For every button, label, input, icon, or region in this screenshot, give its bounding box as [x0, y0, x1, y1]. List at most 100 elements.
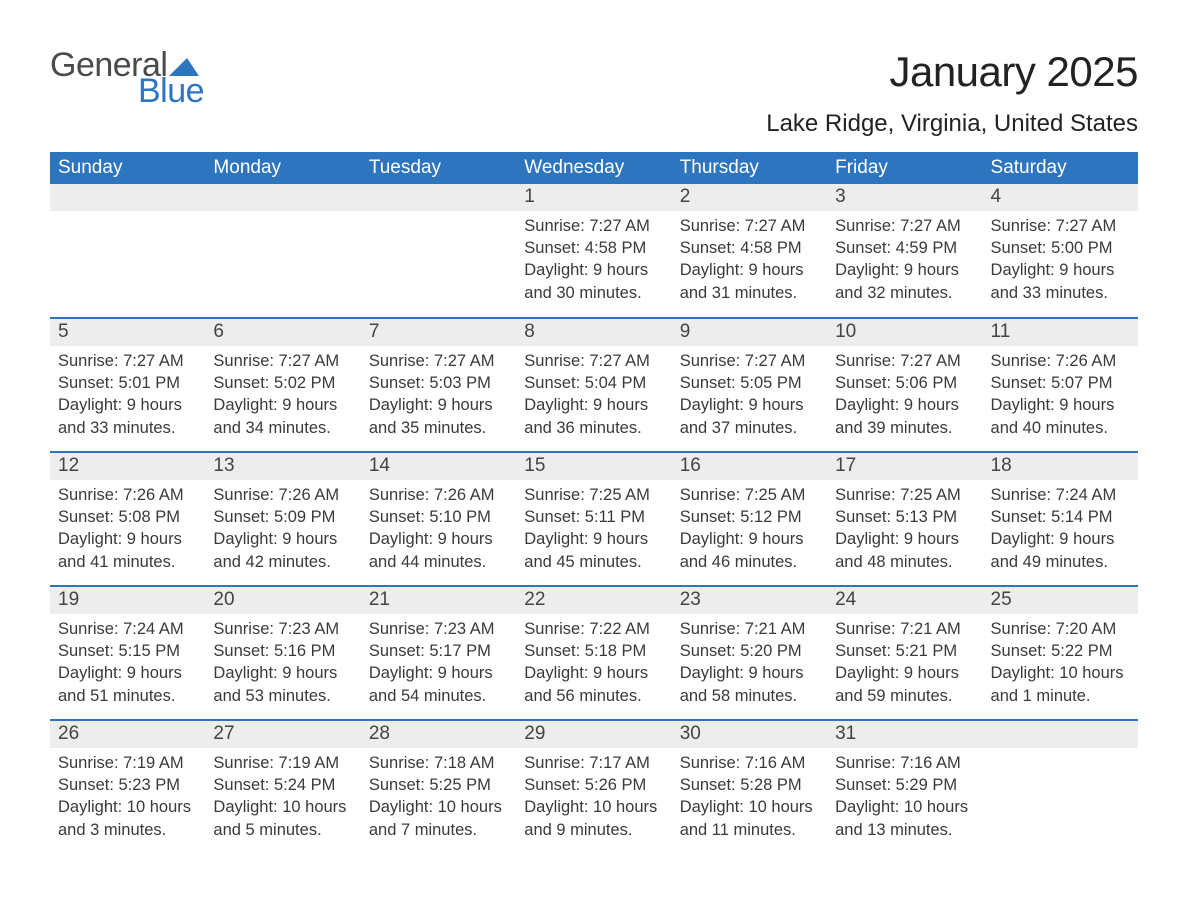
calendar-cell: 16Sunrise: 7:25 AMSunset: 5:12 PMDayligh… [672, 452, 827, 586]
weekday-header: Friday [827, 152, 982, 184]
month-title: January 2025 [766, 48, 1138, 96]
day-content: Sunrise: 7:27 AMSunset: 5:03 PMDaylight:… [361, 346, 516, 439]
day-content: Sunrise: 7:27 AMSunset: 4:58 PMDaylight:… [672, 211, 827, 304]
calendar-cell [361, 184, 516, 318]
day-content: Sunrise: 7:27 AMSunset: 5:05 PMDaylight:… [672, 346, 827, 439]
calendar-cell: 17Sunrise: 7:25 AMSunset: 5:13 PMDayligh… [827, 452, 982, 586]
calendar-cell: 30Sunrise: 7:16 AMSunset: 5:28 PMDayligh… [672, 720, 827, 854]
day-number: 12 [50, 453, 205, 480]
day-content: Sunrise: 7:25 AMSunset: 5:13 PMDaylight:… [827, 480, 982, 573]
logo-text-blue: Blue [138, 74, 204, 108]
day-number: 3 [827, 184, 982, 211]
day-content: Sunrise: 7:27 AMSunset: 5:00 PMDaylight:… [983, 211, 1138, 304]
calendar-cell: 5Sunrise: 7:27 AMSunset: 5:01 PMDaylight… [50, 318, 205, 452]
calendar-cell: 11Sunrise: 7:26 AMSunset: 5:07 PMDayligh… [983, 318, 1138, 452]
calendar-cell: 23Sunrise: 7:21 AMSunset: 5:20 PMDayligh… [672, 586, 827, 720]
day-content: Sunrise: 7:25 AMSunset: 5:11 PMDaylight:… [516, 480, 671, 573]
day-content: Sunrise: 7:23 AMSunset: 5:17 PMDaylight:… [361, 614, 516, 707]
day-number: 11 [983, 319, 1138, 346]
day-content: Sunrise: 7:21 AMSunset: 5:21 PMDaylight:… [827, 614, 982, 707]
calendar-cell: 21Sunrise: 7:23 AMSunset: 5:17 PMDayligh… [361, 586, 516, 720]
calendar-cell: 24Sunrise: 7:21 AMSunset: 5:21 PMDayligh… [827, 586, 982, 720]
day-number: 9 [672, 319, 827, 346]
day-content: Sunrise: 7:21 AMSunset: 5:20 PMDaylight:… [672, 614, 827, 707]
weekday-header: Monday [205, 152, 360, 184]
day-content: Sunrise: 7:24 AMSunset: 5:14 PMDaylight:… [983, 480, 1138, 573]
day-content: Sunrise: 7:26 AMSunset: 5:08 PMDaylight:… [50, 480, 205, 573]
calendar-cell: 25Sunrise: 7:20 AMSunset: 5:22 PMDayligh… [983, 586, 1138, 720]
day-number: 14 [361, 453, 516, 480]
day-content: Sunrise: 7:16 AMSunset: 5:28 PMDaylight:… [672, 748, 827, 841]
calendar-header-row: SundayMondayTuesdayWednesdayThursdayFrid… [50, 152, 1138, 184]
day-content: Sunrise: 7:18 AMSunset: 5:25 PMDaylight:… [361, 748, 516, 841]
day-number: 1 [516, 184, 671, 211]
calendar-cell: 18Sunrise: 7:24 AMSunset: 5:14 PMDayligh… [983, 452, 1138, 586]
day-number: 21 [361, 587, 516, 614]
calendar-cell [205, 184, 360, 318]
day-number: 23 [672, 587, 827, 614]
day-content: Sunrise: 7:27 AMSunset: 5:02 PMDaylight:… [205, 346, 360, 439]
calendar-cell: 15Sunrise: 7:25 AMSunset: 5:11 PMDayligh… [516, 452, 671, 586]
calendar-cell: 7Sunrise: 7:27 AMSunset: 5:03 PMDaylight… [361, 318, 516, 452]
day-number: 5 [50, 319, 205, 346]
day-content: Sunrise: 7:26 AMSunset: 5:10 PMDaylight:… [361, 480, 516, 573]
day-number: 7 [361, 319, 516, 346]
day-number: 24 [827, 587, 982, 614]
weekday-header: Thursday [672, 152, 827, 184]
day-number: 8 [516, 319, 671, 346]
day-content: Sunrise: 7:25 AMSunset: 5:12 PMDaylight:… [672, 480, 827, 573]
location-subtitle: Lake Ridge, Virginia, United States [766, 110, 1138, 138]
day-number: 29 [516, 721, 671, 748]
calendar-page: General Blue January 2025 Lake Ridge, Vi… [0, 0, 1188, 854]
day-number: 17 [827, 453, 982, 480]
day-number: 19 [50, 587, 205, 614]
day-content: Sunrise: 7:27 AMSunset: 4:58 PMDaylight:… [516, 211, 671, 304]
day-number: 4 [983, 184, 1138, 211]
day-content: Sunrise: 7:23 AMSunset: 5:16 PMDaylight:… [205, 614, 360, 707]
day-content: Sunrise: 7:27 AMSunset: 4:59 PMDaylight:… [827, 211, 982, 304]
day-number: 6 [205, 319, 360, 346]
day-content: Sunrise: 7:22 AMSunset: 5:18 PMDaylight:… [516, 614, 671, 707]
calendar-cell: 3Sunrise: 7:27 AMSunset: 4:59 PMDaylight… [827, 184, 982, 318]
day-number-empty [983, 721, 1138, 748]
weekday-header: Saturday [983, 152, 1138, 184]
day-number: 2 [672, 184, 827, 211]
day-number-empty [361, 184, 516, 211]
brand-logo: General Blue [50, 48, 204, 108]
day-content: Sunrise: 7:19 AMSunset: 5:23 PMDaylight:… [50, 748, 205, 841]
day-number-empty [50, 184, 205, 211]
calendar-cell: 9Sunrise: 7:27 AMSunset: 5:05 PMDaylight… [672, 318, 827, 452]
day-content: Sunrise: 7:19 AMSunset: 5:24 PMDaylight:… [205, 748, 360, 841]
day-number: 26 [50, 721, 205, 748]
calendar-cell: 4Sunrise: 7:27 AMSunset: 5:00 PMDaylight… [983, 184, 1138, 318]
day-number-empty [205, 184, 360, 211]
calendar-cell: 29Sunrise: 7:17 AMSunset: 5:26 PMDayligh… [516, 720, 671, 854]
day-number: 27 [205, 721, 360, 748]
day-number: 25 [983, 587, 1138, 614]
calendar-cell [983, 720, 1138, 854]
day-content: Sunrise: 7:17 AMSunset: 5:26 PMDaylight:… [516, 748, 671, 841]
title-block: January 2025 Lake Ridge, Virginia, Unite… [766, 48, 1138, 138]
calendar-cell: 31Sunrise: 7:16 AMSunset: 5:29 PMDayligh… [827, 720, 982, 854]
day-number: 30 [672, 721, 827, 748]
calendar-cell: 14Sunrise: 7:26 AMSunset: 5:10 PMDayligh… [361, 452, 516, 586]
calendar-cell: 19Sunrise: 7:24 AMSunset: 5:15 PMDayligh… [50, 586, 205, 720]
page-header: General Blue January 2025 Lake Ridge, Vi… [50, 48, 1138, 138]
day-number: 13 [205, 453, 360, 480]
day-number: 20 [205, 587, 360, 614]
weekday-header: Sunday [50, 152, 205, 184]
day-number: 10 [827, 319, 982, 346]
day-number: 22 [516, 587, 671, 614]
day-content: Sunrise: 7:27 AMSunset: 5:01 PMDaylight:… [50, 346, 205, 439]
calendar-cell: 22Sunrise: 7:22 AMSunset: 5:18 PMDayligh… [516, 586, 671, 720]
calendar-cell: 26Sunrise: 7:19 AMSunset: 5:23 PMDayligh… [50, 720, 205, 854]
calendar-cell [50, 184, 205, 318]
day-content: Sunrise: 7:20 AMSunset: 5:22 PMDaylight:… [983, 614, 1138, 707]
calendar-cell: 10Sunrise: 7:27 AMSunset: 5:06 PMDayligh… [827, 318, 982, 452]
day-content: Sunrise: 7:27 AMSunset: 5:06 PMDaylight:… [827, 346, 982, 439]
day-content: Sunrise: 7:26 AMSunset: 5:07 PMDaylight:… [983, 346, 1138, 439]
day-number: 16 [672, 453, 827, 480]
calendar-cell: 6Sunrise: 7:27 AMSunset: 5:02 PMDaylight… [205, 318, 360, 452]
calendar-table: SundayMondayTuesdayWednesdayThursdayFrid… [50, 152, 1138, 854]
weekday-header: Wednesday [516, 152, 671, 184]
